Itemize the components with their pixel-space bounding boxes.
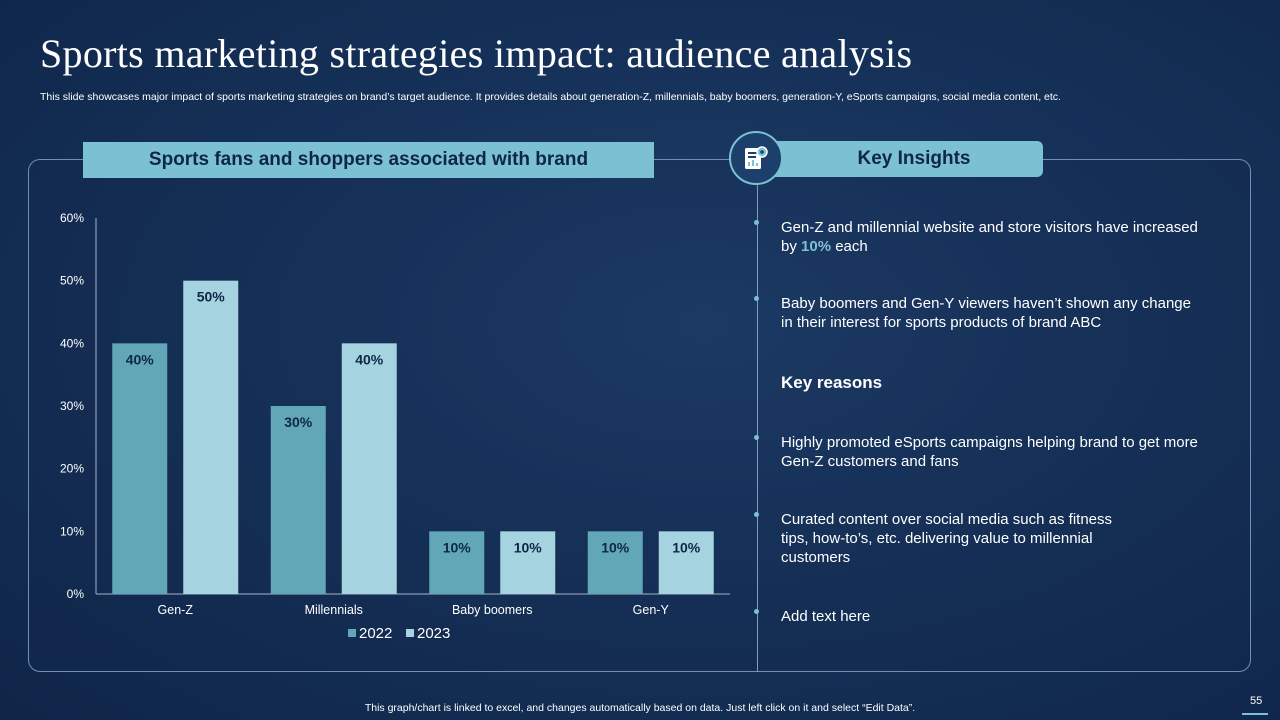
bar-2023-baby-boomers	[500, 531, 556, 594]
bar-value-label: 10%	[672, 539, 701, 555]
y-tick-label: 40%	[60, 336, 84, 350]
bar-2022-baby-boomers	[429, 531, 485, 594]
bullet-dot	[754, 609, 759, 614]
panel-divider	[757, 178, 758, 672]
x-tick-label: Millennials	[305, 603, 363, 617]
y-tick-label: 20%	[60, 462, 84, 476]
bar-value-label: 10%	[443, 539, 472, 555]
bar-2022-gen-y	[587, 531, 643, 594]
y-tick-label: 10%	[60, 524, 84, 538]
y-tick-label: 60%	[60, 211, 84, 225]
page-title: Sports marketing strategies impact: audi…	[40, 31, 913, 76]
reason-item-3: Add text here	[754, 607, 1201, 626]
y-tick-label: 50%	[60, 274, 84, 288]
report-icon	[729, 131, 783, 185]
bar-value-label: 40%	[126, 351, 155, 367]
bar-2023-gen-y	[658, 531, 714, 594]
bullet-dot	[754, 296, 759, 301]
legend-swatch-2023	[406, 629, 414, 637]
y-tick-label: 0%	[67, 587, 85, 601]
bar-value-label: 50%	[197, 289, 226, 305]
bar-2022-millennials	[270, 406, 326, 594]
x-tick-label: Baby boomers	[452, 603, 533, 617]
page-subtitle: This slide showcases major impact of spo…	[40, 91, 1061, 103]
bar-value-label: 10%	[601, 539, 630, 555]
insights-header: Key Insights	[755, 141, 1043, 177]
y-tick-label: 30%	[60, 399, 84, 413]
bar-value-label: 40%	[355, 351, 384, 367]
reason-item-2: Curated content over social media such a…	[754, 510, 1141, 567]
bar-value-label: 10%	[514, 539, 543, 555]
legend-label-2023: 2023	[417, 625, 450, 642]
bar-2023-gen-z	[183, 280, 239, 594]
bar-value-label: 30%	[284, 414, 313, 430]
bullet-dot	[754, 435, 759, 440]
x-tick-label: Gen-Y	[633, 603, 670, 617]
x-tick-label: Gen-Z	[158, 603, 194, 617]
bar-chart: 0% 10% 20% 30% 40% 50% 60% 40% 50% Gen-Z 30% 40% Mil…	[60, 211, 730, 642]
insight-item-1: Gen-Z and millennial website and store v…	[754, 218, 1201, 256]
bullet-dot	[754, 512, 759, 517]
reason-item-1: Highly promoted eSports campaigns helpin…	[754, 433, 1201, 471]
chart-header: Sports fans and shoppers associated with…	[83, 142, 654, 178]
bar-2023-millennials	[341, 343, 397, 594]
legend-swatch-2022	[348, 629, 356, 637]
bar-2022-gen-z	[112, 343, 168, 594]
bullet-dot	[754, 220, 759, 225]
key-reasons-title: Key reasons	[781, 373, 883, 392]
page-number: 55	[1250, 695, 1263, 707]
insight-item-2: Baby boomers and Gen-Y viewers haven’t s…	[754, 294, 1201, 332]
legend-label-2022: 2022	[359, 625, 392, 642]
page-number-underline	[1242, 713, 1268, 715]
footer-note: This graph/chart is linked to excel, and…	[364, 702, 916, 714]
